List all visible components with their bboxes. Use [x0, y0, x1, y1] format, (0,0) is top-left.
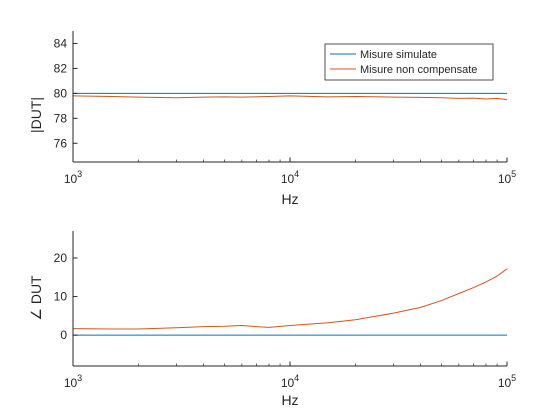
legend-entry: Misure non compensate	[360, 64, 477, 76]
x-tick-label: 105	[498, 169, 516, 186]
plot-area	[73, 231, 507, 366]
legend-entry: Misure simulate	[360, 49, 437, 61]
y-axis-label: ∠ DUT	[28, 275, 44, 321]
legend: Misure simulate Misure non compensate	[324, 43, 494, 81]
x-tick-label: 103	[64, 169, 82, 186]
y-tick-label: 78	[54, 111, 68, 125]
x-tick-label: 104	[281, 373, 299, 390]
x-tick-label: 104	[281, 169, 299, 186]
series-line-non-compensate	[72, 268, 508, 330]
y-axis-label: |DUT|	[28, 97, 44, 133]
y-tick-label: 76	[54, 136, 68, 150]
series-line-non-compensate	[72, 95, 508, 101]
y-tick-label: 20	[54, 251, 68, 265]
x-axis-label: Hz	[281, 392, 298, 408]
legend-box	[324, 43, 494, 81]
y-tick-label: 84	[54, 36, 68, 50]
y-tick-label: 0	[60, 328, 67, 342]
x-axis-label: Hz	[281, 191, 298, 207]
x-tick-label: 105	[498, 373, 516, 390]
y-tick-label: 80	[54, 86, 68, 100]
subplot-2: 103 104 105 0 10 20 Hz ∠ DUT	[28, 231, 516, 408]
y-tick-label: 10	[54, 290, 68, 304]
y-tick-label: 82	[54, 61, 68, 75]
subplot-1: 103 104 105 76 78 80 82 84 Hz |DUT| Misure simulat…	[28, 31, 516, 207]
x-tick-label: 103	[64, 373, 82, 390]
